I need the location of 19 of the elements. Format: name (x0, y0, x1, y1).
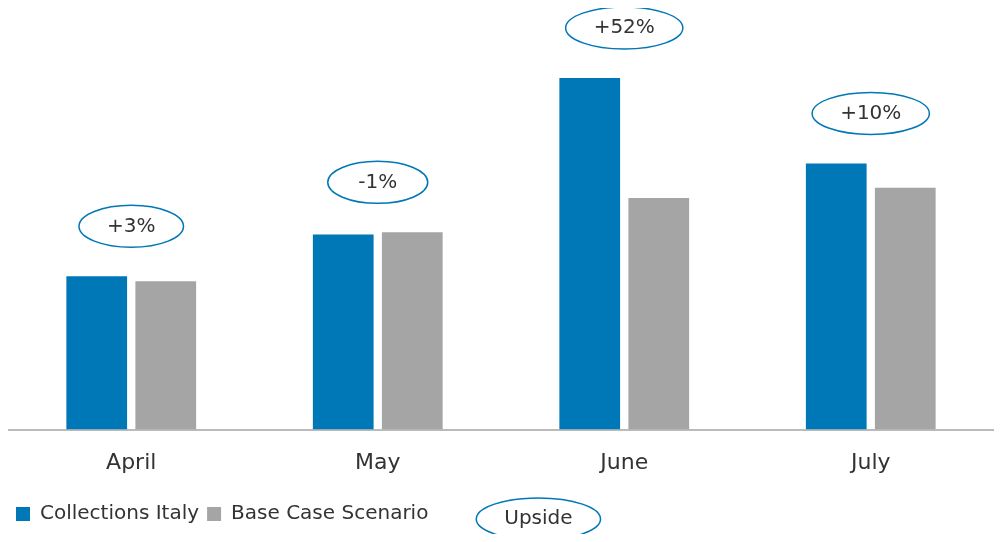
text: Upside (504, 505, 573, 530)
x-tick-label: June (598, 448, 649, 474)
bar (559, 78, 621, 430)
bar (874, 187, 936, 430)
x-tick-label: April (106, 448, 157, 474)
legend-label: Collections Italy (40, 500, 200, 525)
annotation: +10% (840, 99, 902, 124)
bar (805, 163, 867, 430)
annotation: -1% (358, 168, 398, 193)
text: +52% (593, 14, 655, 39)
annotation: +3% (107, 212, 156, 237)
bar (312, 234, 374, 430)
bar (628, 197, 690, 430)
bar (135, 281, 197, 430)
legend-label: Base Case Scenario (231, 500, 429, 525)
bar (66, 276, 128, 430)
x-tick-label: July (848, 448, 891, 474)
bar (381, 232, 443, 430)
x-tick-label: May (355, 448, 401, 474)
